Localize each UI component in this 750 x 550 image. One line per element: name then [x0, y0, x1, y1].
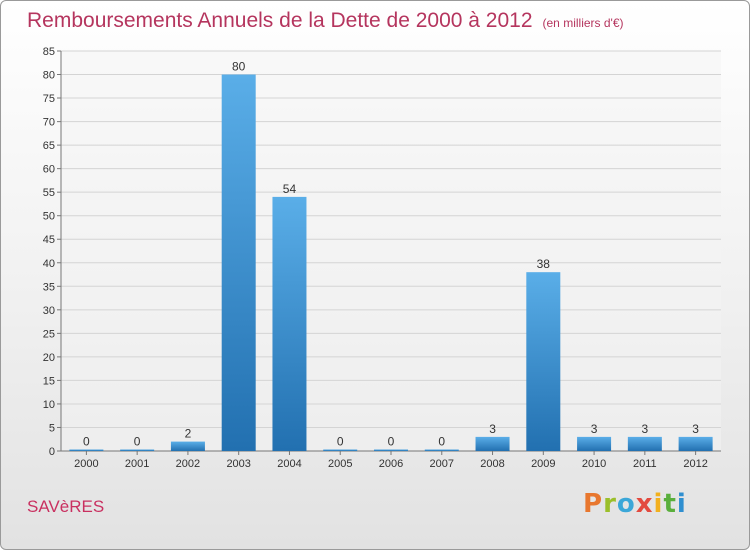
- x-tick-label: 2000: [74, 458, 98, 470]
- y-tick-label: 45: [43, 234, 55, 246]
- bar: [627, 436, 662, 451]
- bar: [272, 196, 307, 451]
- y-tick-label: 25: [43, 328, 55, 340]
- data-label: 3: [642, 422, 649, 436]
- y-tick-label: 50: [43, 211, 55, 223]
- bar: [120, 449, 155, 451]
- bar: [678, 436, 713, 451]
- bar: [526, 272, 561, 451]
- x-tick-label: 2007: [430, 458, 454, 470]
- bar: [323, 449, 358, 451]
- y-tick-label: 55: [43, 187, 55, 199]
- data-label: 0: [388, 435, 395, 449]
- data-label: 0: [83, 435, 90, 449]
- bar: [374, 449, 408, 451]
- data-label: 3: [692, 422, 699, 436]
- y-tick-label: 85: [43, 46, 55, 58]
- commune-name: SAVèRES: [27, 497, 105, 516]
- y-tick-label: 60: [43, 164, 55, 176]
- x-tick-label: 2011: [633, 458, 657, 470]
- y-tick-label: 10: [43, 399, 55, 411]
- data-label: 2: [185, 427, 192, 441]
- proxiti-logo: Proxiti: [583, 489, 687, 519]
- y-tick-label: 70: [43, 117, 55, 129]
- logo-letter: r: [603, 489, 617, 519]
- data-label: 80: [232, 60, 246, 74]
- logo-letter: x: [635, 489, 654, 519]
- logo-letter: i: [653, 489, 664, 519]
- y-tick-label: 75: [43, 93, 55, 105]
- y-tick-label: 80: [43, 70, 55, 82]
- logo-letter: t: [663, 489, 677, 519]
- bar: [170, 441, 205, 451]
- x-tick-label: 2004: [277, 458, 301, 470]
- bar: [424, 449, 459, 451]
- x-tick-label: 2009: [531, 458, 555, 470]
- y-tick-label: 15: [43, 375, 55, 387]
- title-text: Remboursements Annuels de la Dette de 20…: [27, 9, 533, 32]
- plot-area: [61, 51, 721, 451]
- x-tick-label: 2006: [379, 458, 403, 470]
- data-label: 3: [489, 422, 496, 436]
- y-tick-label: 5: [49, 422, 55, 434]
- x-tick-label: 2002: [176, 458, 200, 470]
- x-tick-label: 2001: [125, 458, 149, 470]
- y-tick-label: 40: [43, 258, 55, 270]
- x-tick-label: 2005: [328, 458, 352, 470]
- y-tick-label: 65: [43, 140, 55, 152]
- x-tick-label: 2012: [683, 458, 707, 470]
- y-tick-label: 35: [43, 281, 55, 293]
- x-tick-label: 2008: [480, 458, 504, 470]
- bar: [221, 74, 256, 451]
- unit-label: (en milliers d'€): [542, 16, 624, 30]
- data-label: 0: [438, 435, 445, 449]
- bar: [69, 449, 104, 451]
- logo-letter: P: [583, 489, 604, 519]
- data-label: 0: [134, 435, 141, 449]
- y-tick-label: 0: [49, 446, 55, 458]
- chart-title: Remboursements Annuels de la Dette de 20…: [27, 9, 624, 33]
- x-tick-label: 2010: [582, 458, 606, 470]
- bar: [577, 436, 612, 451]
- data-label: 38: [537, 257, 551, 271]
- data-label: 3: [591, 422, 598, 436]
- logo-letter: o: [616, 489, 636, 519]
- bar: [475, 436, 510, 451]
- data-label: 0: [337, 435, 344, 449]
- x-tick-label: 2003: [226, 458, 250, 470]
- data-label: 54: [283, 182, 297, 196]
- y-tick-label: 30: [43, 305, 55, 317]
- logo-letter: i: [676, 489, 687, 519]
- y-tick-label: 20: [43, 352, 55, 364]
